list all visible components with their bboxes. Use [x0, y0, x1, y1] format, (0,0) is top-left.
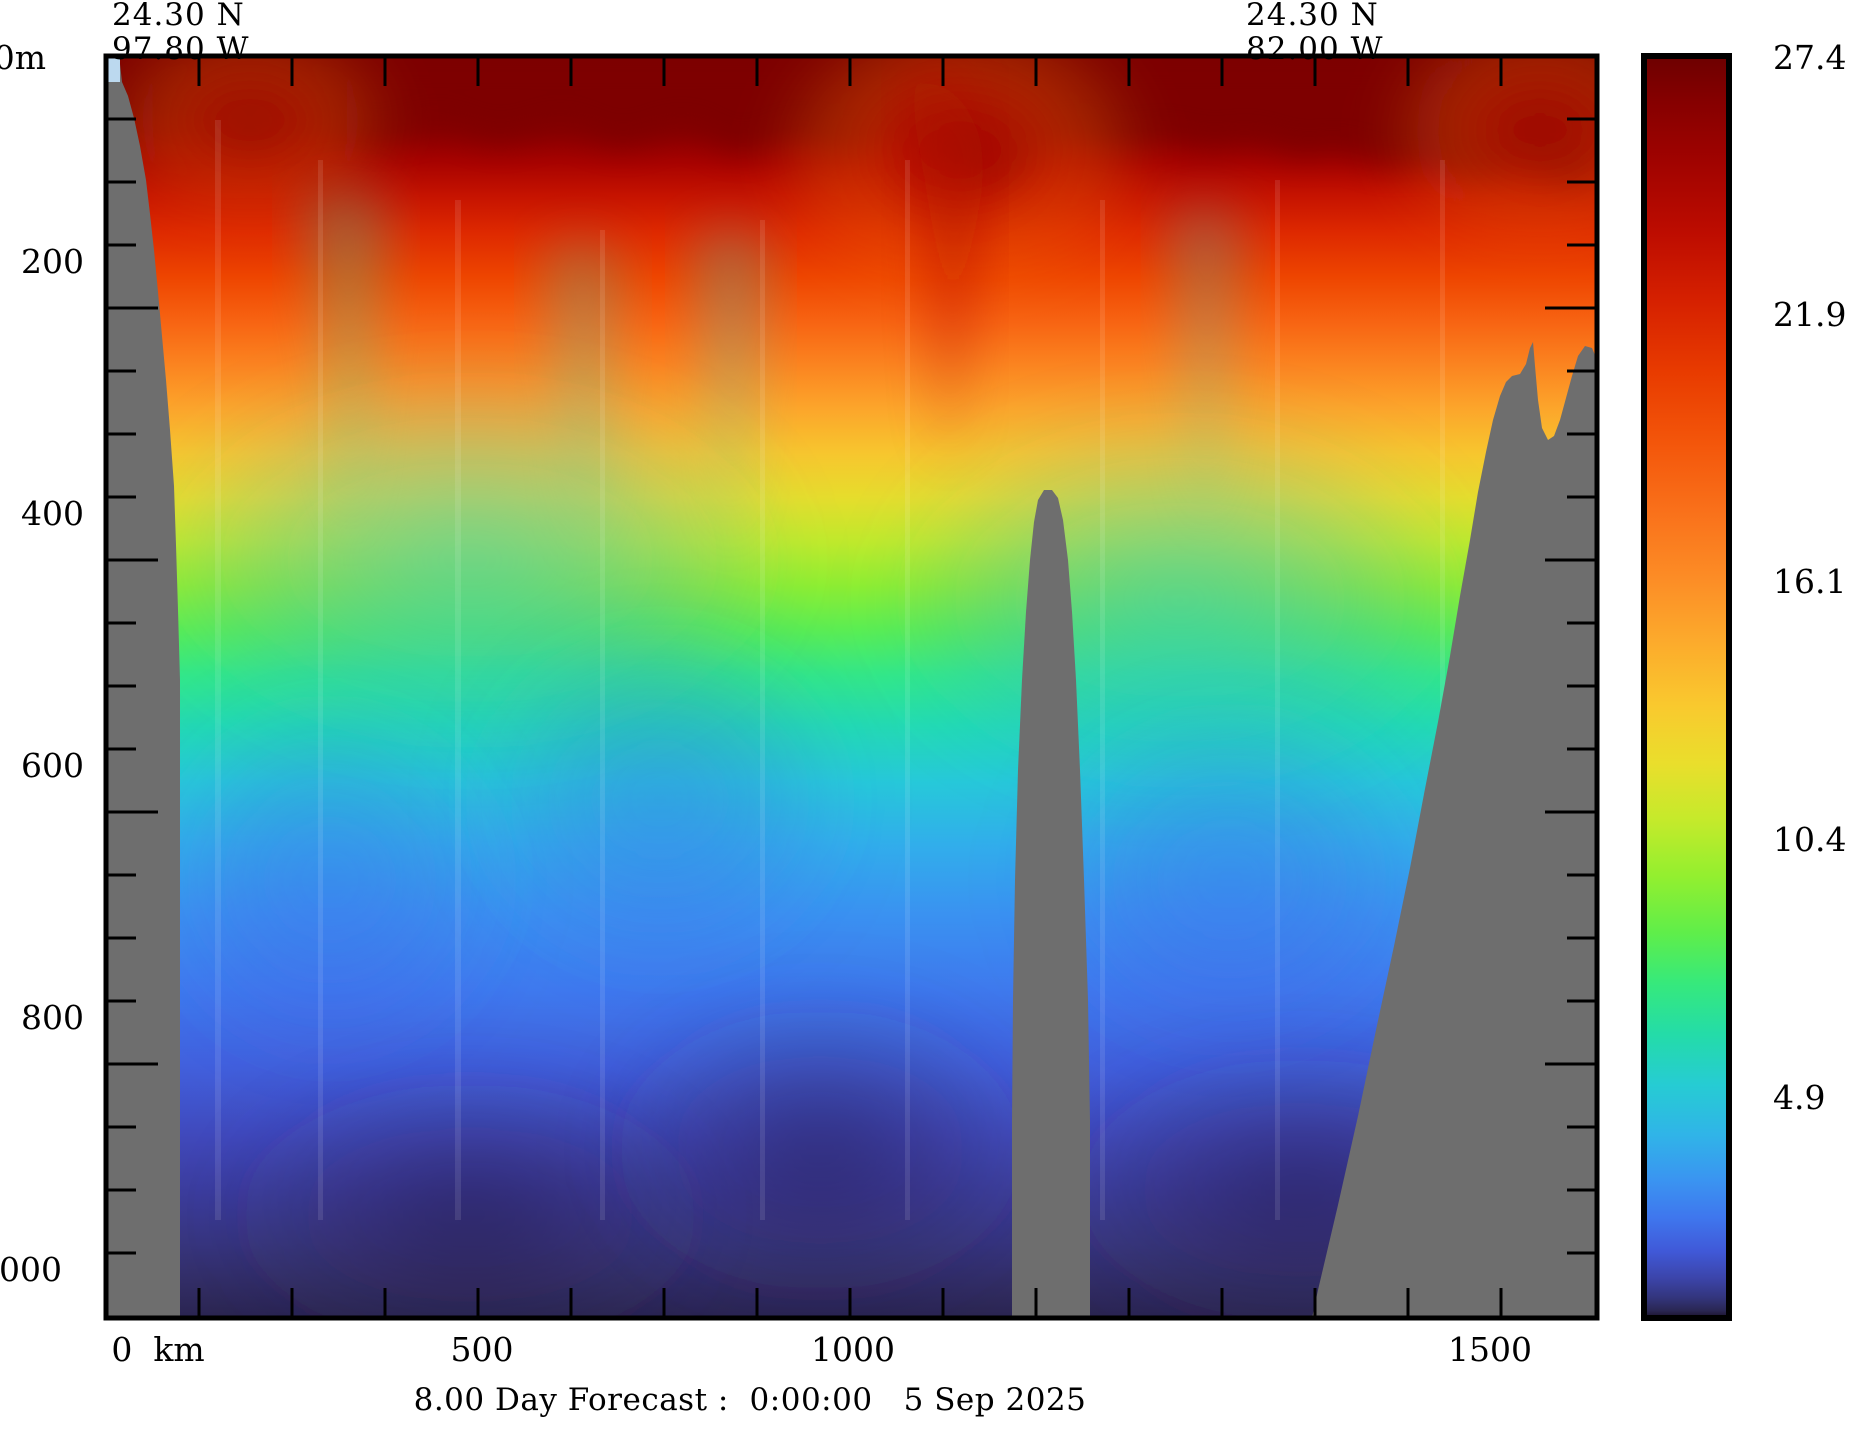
y-axis-ticks-right	[1545, 117, 1595, 1255]
bottom-water-pool-mid	[590, 990, 1050, 1310]
x-axis-ticks-top	[197, 58, 1503, 86]
x-tick-label-500: 500	[450, 1330, 514, 1369]
deep-blue-cell-left	[140, 690, 520, 1070]
plot-frame	[103, 53, 1600, 1321]
cool-tongue-d	[1165, 204, 1246, 545]
y-tick-label-600: 600	[21, 746, 84, 785]
coordinate-left-lon: 97.80 W	[112, 31, 250, 67]
bathymetry-seamount	[1012, 490, 1090, 1318]
x-tick-label-1000: 1000	[811, 1330, 895, 1369]
coordinate-label-left: 24.30 N 97.80 W	[112, 0, 249, 66]
y-tick-label-200: 200	[21, 242, 84, 281]
colorbar-tick-label-min: 4.9	[1773, 1078, 1826, 1117]
colorbar-gradient	[1644, 56, 1729, 1318]
y-tick-label-1000: 1000	[0, 1250, 62, 1289]
bathymetry-right-shelf	[1312, 342, 1597, 1318]
x-tick-label-0: 0 km	[111, 1330, 205, 1369]
coordinate-left-lat: 24.30 N	[112, 0, 245, 33]
surface-cell-topleft	[106, 56, 120, 82]
y-tick-label-0: 0m	[0, 38, 46, 77]
plot-field	[106, 56, 1597, 1318]
x-tick-label-1500: 1500	[1448, 1330, 1532, 1369]
colorbar-tick-label-max: 27.4	[1773, 38, 1847, 77]
y-axis-ticks-left	[108, 117, 158, 1255]
x-axis-ticks-bottom	[197, 1288, 1503, 1316]
coordinate-right-lon: 82.00 W	[1246, 31, 1384, 67]
warm-dome-left	[106, 56, 400, 220]
warm-dome-right	[1380, 56, 1597, 250]
colorbar-tick-label-4: 10.4	[1773, 820, 1847, 859]
colorbar-tick-label-2: 21.9	[1773, 295, 1847, 334]
colorbar-tick-label-3: 16.1	[1773, 562, 1847, 601]
colorbar-frame	[1641, 53, 1732, 1321]
cool-tongue-a	[300, 188, 392, 560]
column-striations	[215, 120, 1445, 1220]
cool-tongue-c	[690, 226, 772, 560]
forecast-footer: 8.00 Day Forecast : 0:00:00 5 Sep 2025	[413, 1382, 1087, 1418]
deep-blue-cell-right	[1020, 700, 1440, 1060]
coordinate-right-lat: 24.30 N	[1246, 0, 1379, 33]
coordinate-label-right: 24.30 N 82.00 W	[1246, 0, 1383, 66]
deep-blue-cell-mid	[460, 620, 860, 980]
warm-plume-seamount	[905, 78, 985, 470]
y-tick-label-400: 400	[21, 494, 84, 533]
y-tick-label-800: 800	[21, 998, 84, 1037]
